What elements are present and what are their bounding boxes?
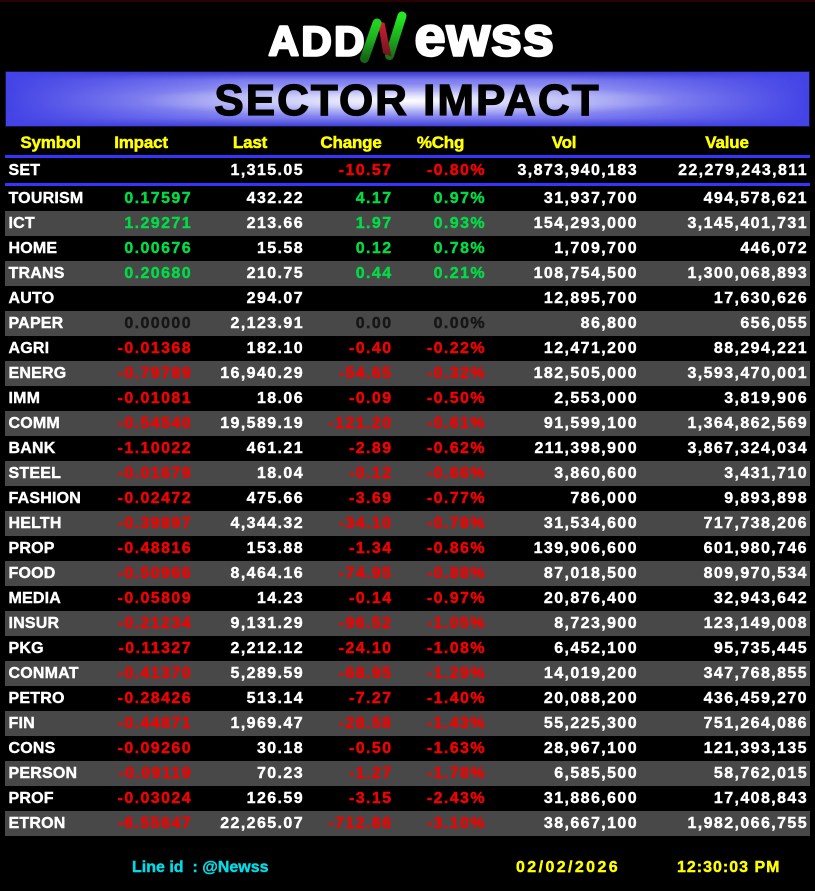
svg-text:ewss: ewss: [415, 5, 555, 68]
svg-text:ADD: ADD: [269, 18, 368, 65]
